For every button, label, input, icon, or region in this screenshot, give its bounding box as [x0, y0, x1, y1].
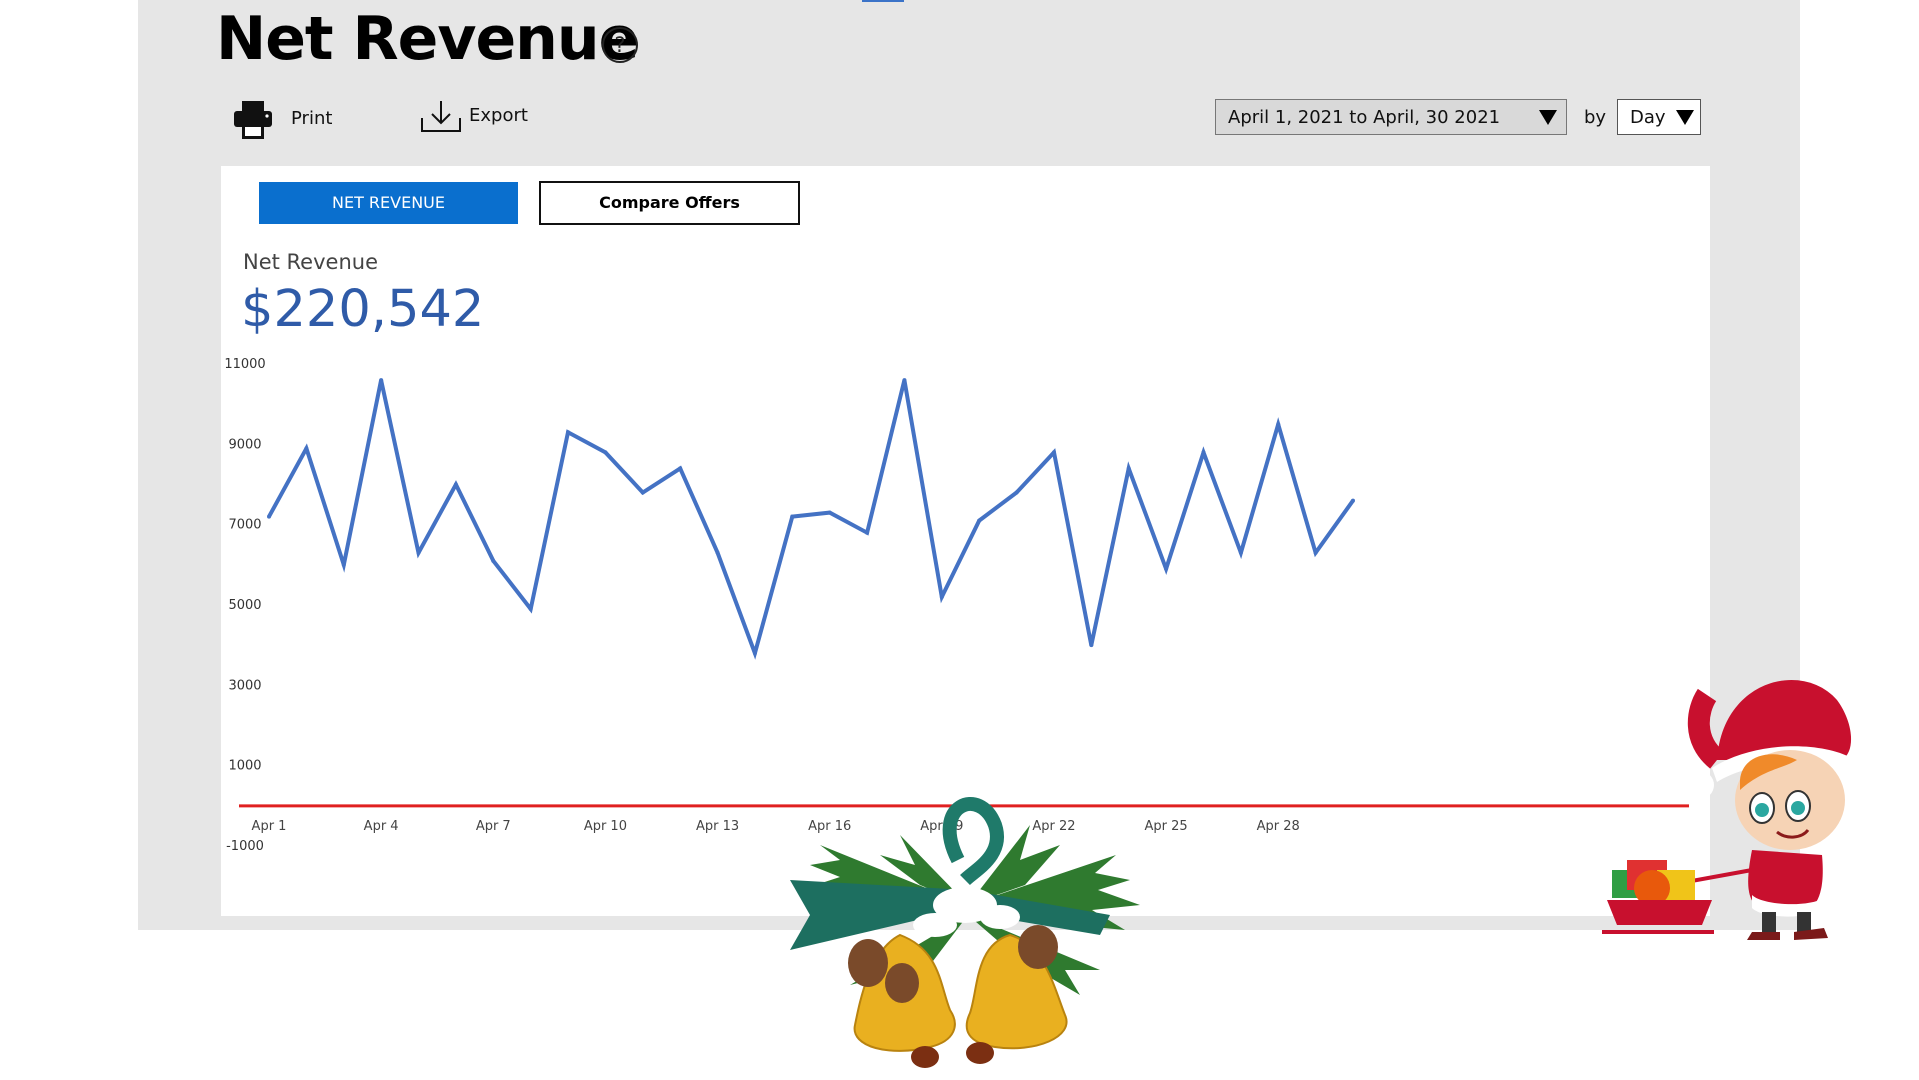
page-title: Net Revenue	[216, 4, 639, 74]
x-tick-label: Apr 4	[364, 819, 399, 834]
data-point	[304, 446, 309, 451]
data-point	[1201, 450, 1206, 455]
data-point	[977, 518, 982, 523]
granularity-select[interactable]: Day	[1617, 99, 1701, 135]
y-tick-label: -1000	[226, 839, 264, 854]
revenue-series-line	[267, 379, 1355, 660]
data-point	[1238, 550, 1243, 555]
data-point	[603, 450, 608, 455]
data-point	[491, 558, 496, 563]
top-accent-mark	[862, 0, 904, 2]
chevron-down-icon	[1676, 110, 1694, 125]
x-tick-label: Apr 1	[252, 819, 287, 834]
y-tick-label: 7000	[228, 518, 261, 533]
date-range-select[interactable]: April 1, 2021 to April, 30 2021	[1215, 99, 1567, 135]
data-point	[416, 550, 421, 555]
question-circle-icon[interactable]: ?	[602, 27, 638, 63]
y-tick-label: 3000	[228, 678, 261, 693]
data-point	[790, 514, 795, 519]
metric-label: Net Revenue	[243, 250, 378, 274]
y-tick-label: 9000	[228, 437, 261, 452]
y-tick-label: 5000	[228, 598, 261, 613]
x-tick-label: Apr 22	[1032, 819, 1075, 834]
granularity-value: Day	[1630, 107, 1666, 128]
x-tick-label: Apr 16	[808, 819, 851, 834]
tab-compare-offers[interactable]: Compare Offers	[539, 181, 800, 225]
data-point	[715, 550, 720, 555]
data-point	[827, 510, 832, 515]
x-tick-label: Apr 13	[696, 819, 739, 834]
data-point	[1351, 498, 1355, 503]
data-point	[1126, 466, 1131, 471]
data-point	[1014, 490, 1019, 495]
y-tick-label: 1000	[228, 759, 261, 774]
metric-value: $220,542	[241, 280, 485, 339]
date-range-value: April 1, 2021 to April, 30 2021	[1228, 107, 1501, 128]
x-tick-label: Apr 7	[476, 819, 511, 834]
christmas-bells-icon	[790, 797, 1140, 1068]
x-tick-label: Apr 10	[584, 819, 627, 834]
data-point	[267, 514, 271, 519]
printer-icon[interactable]	[232, 100, 274, 140]
data-point	[865, 530, 870, 535]
data-point	[1276, 422, 1281, 427]
data-point	[1164, 566, 1169, 571]
chart-card: NET REVENUE Compare Offers Net Revenue $…	[221, 166, 1710, 916]
data-point	[1051, 450, 1056, 455]
data-point	[453, 482, 458, 487]
data-point	[939, 594, 944, 599]
y-tick-label: 11000	[224, 357, 265, 372]
data-point	[1313, 550, 1318, 555]
data-point	[1089, 643, 1094, 648]
santa-girl-sled-icon	[1602, 680, 1852, 940]
data-point	[341, 562, 346, 567]
data-point	[379, 378, 384, 383]
data-point	[752, 651, 757, 656]
data-point	[640, 490, 645, 495]
x-tick-label: Apr 25	[1145, 819, 1188, 834]
x-tick-label: Apr 28	[1257, 819, 1300, 834]
print-button[interactable]: Print	[291, 108, 333, 129]
data-point	[528, 607, 533, 612]
by-label: by	[1584, 107, 1607, 128]
download-icon[interactable]	[420, 100, 464, 134]
chevron-down-icon	[1539, 110, 1557, 125]
tab-net-revenue[interactable]: NET REVENUE	[259, 182, 518, 224]
data-point	[566, 430, 571, 435]
data-point	[902, 378, 907, 383]
export-button[interactable]: Export	[469, 105, 528, 126]
data-point	[678, 466, 683, 471]
